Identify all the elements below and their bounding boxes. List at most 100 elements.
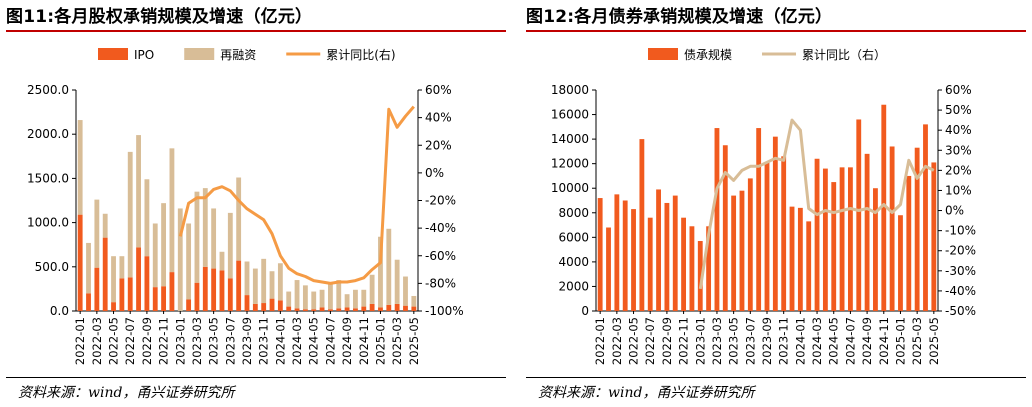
x-tick-label: 2024-11 — [877, 317, 891, 365]
y-tick-label: 14000 — [551, 132, 589, 146]
bar-bond-underwriting — [881, 104, 887, 311]
equity-panel: 图11:各月股权承销规模及增速（亿元） IPO 再融资 累计同比(右) 0.0 500.… — [6, 0, 512, 407]
bar-bond-underwriting — [631, 209, 636, 311]
bar-ipo — [127, 277, 133, 311]
bar-ipo — [144, 256, 150, 311]
x-tick-label: 2024-05 — [307, 317, 321, 365]
bar-refinancing — [177, 208, 183, 311]
x-tick-label: 2023-05 — [727, 317, 741, 365]
bar-refinancing — [269, 271, 275, 299]
bar-ipo — [319, 307, 325, 311]
bar-refinancing — [194, 191, 200, 283]
y-tick-label: 8000 — [558, 206, 589, 220]
bar-ipo — [111, 302, 116, 311]
y-tick-label: 4000 — [558, 255, 589, 269]
x-tick-label: 2023-09 — [240, 317, 254, 365]
bar-ipo — [311, 309, 317, 311]
bar-ipo — [194, 282, 200, 311]
legend-label: 债承规模 — [684, 47, 732, 62]
bar-bond-underwriting — [747, 178, 753, 311]
bar-refinancing — [311, 291, 317, 310]
bar-ipo — [169, 272, 175, 311]
x-tick-label: 2024-05 — [827, 317, 841, 365]
bar-refinancing — [94, 199, 100, 268]
bar-bond-underwriting — [906, 175, 912, 311]
equity-chart: IPO 再融资 累计同比(右) 0.0 500.0 1000.0 1500.0 2000.0 2… — [27, 47, 464, 365]
x-tick-label: 2023-03 — [190, 317, 204, 365]
legend: IPO 再融资 累计同比(右) — [98, 47, 396, 62]
bar-refinancing — [361, 289, 367, 307]
bar-refinancing — [136, 135, 141, 248]
bar-ipo — [77, 214, 83, 311]
y2-tick-label: -20% — [945, 244, 976, 258]
x-tick-label: 2024-09 — [340, 317, 354, 365]
x-tick-label: 2023-07 — [223, 317, 237, 365]
x-tick-label: 2025-01 — [893, 317, 907, 365]
chart-title-bond: 图12:各月债券承销规模及增速（亿元） — [526, 7, 833, 27]
x-tick-label: 2022-09 — [660, 317, 674, 365]
bar-bond-underwriting — [714, 128, 720, 311]
bar-bond-underwriting — [856, 119, 862, 311]
bar-ipo — [86, 293, 91, 311]
bar-bond-underwriting — [689, 226, 695, 311]
bar-ipo — [102, 237, 108, 311]
bond-chart: 债承规模 累计同比（右） 0 2000 4000 6000 8000 10000 12000 14… — [551, 47, 976, 365]
bar-refinancing — [294, 280, 300, 309]
bar-bond-underwriting — [672, 195, 678, 311]
bar-bond-underwriting — [731, 195, 737, 311]
y-tick-label: 2000 — [558, 279, 589, 293]
x-tick-label: 2022-07 — [643, 317, 657, 365]
legend-label: 累计同比（右） — [802, 47, 886, 62]
y2-tick-label: -40% — [425, 221, 456, 235]
bar-refinancing — [336, 280, 342, 309]
bar-ipo — [227, 278, 233, 311]
bar-refinancing — [244, 261, 250, 296]
bar-refinancing — [386, 228, 392, 305]
x-tick-label: 2022-01 — [73, 317, 87, 365]
bar-refinancing — [169, 148, 175, 273]
x-tick-label: 2025-01 — [373, 317, 387, 365]
bar-refinancing — [161, 203, 167, 287]
bar-bond-underwriting — [656, 189, 661, 311]
y2-tick-label: 10% — [945, 183, 972, 197]
legend-swatch — [184, 48, 215, 60]
source-note: 资料来源：wind，甬兴证券研究所 — [538, 385, 755, 401]
x-tick-label: 2022-07 — [123, 317, 137, 365]
cumulative-yoy-line — [698, 118, 935, 290]
bar-ipo — [219, 270, 225, 311]
x-tick-label: 2024-03 — [810, 317, 824, 365]
bar-bond-underwriting — [914, 147, 920, 311]
bar-ipo — [302, 309, 308, 311]
bar-ipo — [261, 303, 267, 311]
y2-tick-label: -10% — [945, 224, 976, 238]
bar-ipo — [361, 306, 367, 311]
bar-ipo — [244, 295, 250, 311]
x-tick-label: 2025-03 — [910, 317, 924, 365]
bar-refinancing — [211, 208, 217, 269]
y-tick-label: 18000 — [551, 83, 589, 97]
y2-tick-label: -100% — [425, 304, 464, 318]
bar-ipo — [94, 267, 100, 311]
x-tick-label: 2024-07 — [843, 317, 857, 365]
x-tick-label: 2022-09 — [140, 317, 154, 365]
bar-bond-underwriting — [797, 207, 803, 311]
bar-refinancing — [202, 188, 208, 267]
bar-ipo — [186, 299, 192, 311]
x-tick-label: 2025-05 — [927, 317, 941, 365]
title-divider — [526, 30, 1026, 32]
x-tick-label: 2023-09 — [760, 317, 774, 365]
bar-bond-underwriting — [923, 124, 928, 311]
bar-bond-underwriting — [756, 128, 762, 311]
bar-bond-underwriting — [722, 145, 728, 311]
y2-tick-label: 40% — [425, 111, 452, 125]
bar-ipo — [403, 305, 408, 311]
y-tick-label: 0.0 — [50, 304, 69, 318]
bar-refinancing — [86, 242, 91, 294]
bar-ipo — [152, 287, 158, 311]
chart-title-equity: 图11:各月股权承销规模及增速（亿元） — [6, 7, 313, 27]
bar-refinancing — [219, 251, 225, 271]
bar-refinancing — [111, 256, 116, 303]
x-tick-label: 2022-11 — [157, 317, 171, 365]
bar-bond-underwriting — [873, 188, 878, 311]
bar-ipo — [119, 278, 125, 311]
